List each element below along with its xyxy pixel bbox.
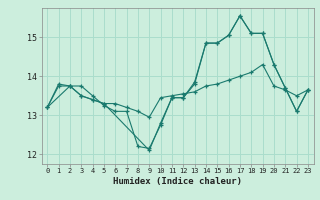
X-axis label: Humidex (Indice chaleur): Humidex (Indice chaleur) — [113, 177, 242, 186]
